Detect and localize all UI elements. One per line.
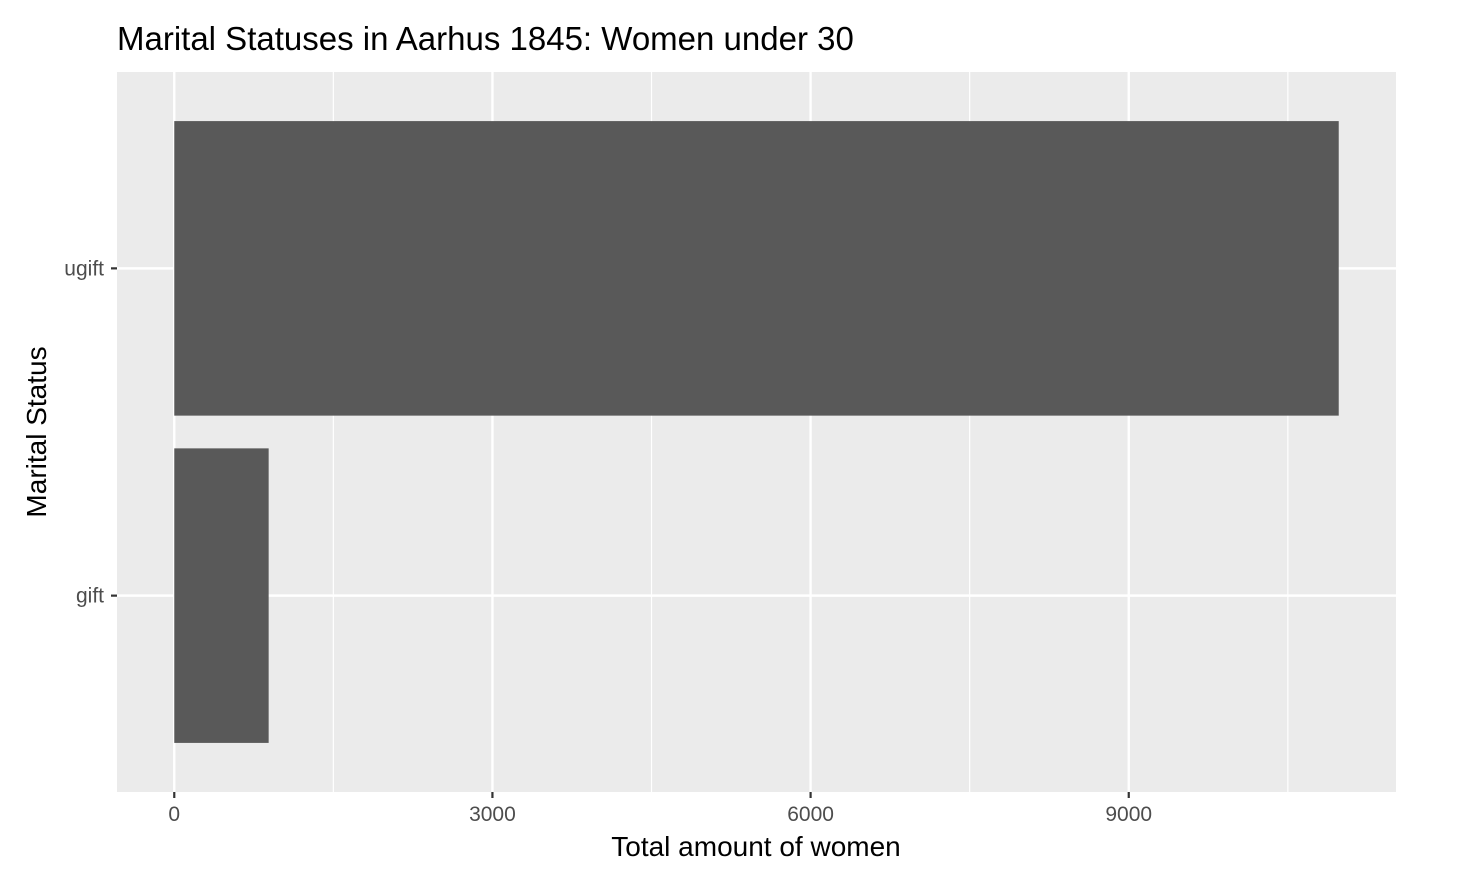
- bar-ugift: [174, 121, 1339, 416]
- x-tick-label: 3000: [469, 803, 516, 826]
- y-tick-label: ugift: [64, 257, 104, 280]
- bars: [174, 121, 1339, 743]
- y-tick-label: gift: [76, 585, 104, 608]
- y-axis-title: Marital Status: [21, 346, 52, 517]
- x-tick-label: 6000: [787, 803, 834, 826]
- y-axis: gift ugift: [64, 257, 117, 608]
- chart-title: Marital Statuses in Aarhus 1845: Women u…: [117, 20, 854, 57]
- bar-gift: [174, 448, 269, 743]
- x-tick-label: 0: [168, 803, 180, 826]
- x-axis: 0 3000 6000 9000: [168, 792, 1152, 826]
- x-axis-title: Total amount of women: [611, 831, 901, 862]
- x-tick-label: 9000: [1105, 803, 1152, 826]
